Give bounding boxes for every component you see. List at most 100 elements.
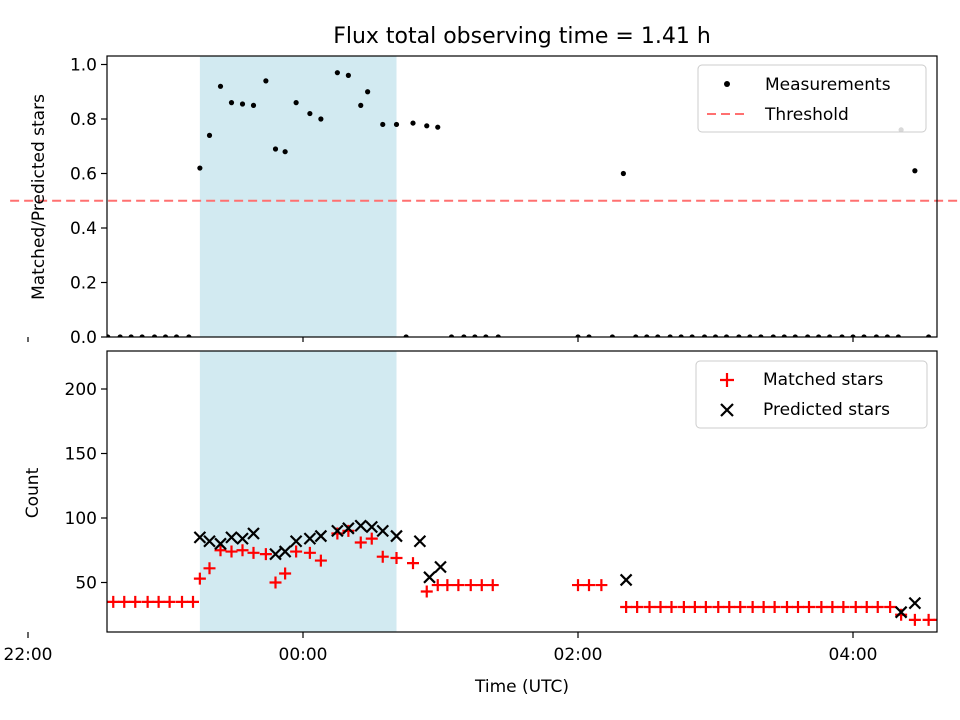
predicted-star-point <box>203 534 216 548</box>
measurement-point <box>250 102 257 108</box>
matched-star-point <box>107 595 120 608</box>
predicted-star-point <box>236 532 249 545</box>
matched-star-point <box>815 601 828 614</box>
measurement-point <box>293 100 299 106</box>
predicted-star-point <box>423 571 436 584</box>
bottom-y-axis-label: Count <box>23 467 43 518</box>
measurement-point <box>448 334 455 337</box>
measurement-point <box>345 72 351 78</box>
predicted-star-point <box>390 529 403 543</box>
measurement-point <box>424 123 430 129</box>
matched-star-point <box>631 601 644 614</box>
matched-star-point <box>908 613 921 626</box>
predicted-star-point <box>225 531 238 544</box>
matched-star-point <box>420 585 433 598</box>
measurement-point <box>912 168 918 174</box>
matched-star-point <box>572 579 584 592</box>
measurement-point <box>781 334 787 337</box>
measurement-point <box>151 334 158 337</box>
x-axis-label: Time (UTC) <box>474 677 569 697</box>
measurement-point <box>667 334 673 337</box>
matched-star-point <box>475 579 488 592</box>
measurement-point <box>410 120 416 126</box>
matched-star-point <box>95 596 107 608</box>
measurement-point <box>239 101 246 107</box>
predicted-star-point <box>331 524 344 538</box>
bottom-legend: Matched stars Predicted stars <box>695 360 928 429</box>
measurement-point <box>816 334 822 337</box>
measurement-point <box>633 334 639 337</box>
predicted-star-point <box>619 573 633 587</box>
measurement-point <box>173 334 180 337</box>
matched-star-point <box>365 532 378 545</box>
top-y-tick-label: 0.4 <box>70 219 97 239</box>
top-y-tick-label: 0.0 <box>70 328 97 348</box>
matched-star-point <box>441 579 454 592</box>
matched-star-point <box>849 601 862 614</box>
matched-star-point <box>163 595 176 608</box>
measurement-point <box>609 334 615 337</box>
bottom-y-tick-label: 100 <box>65 509 97 529</box>
measurement-point <box>949 334 954 339</box>
matched-star-point <box>860 601 873 614</box>
measurement-point <box>403 334 409 337</box>
top-axes-frame <box>106 55 938 338</box>
matched-star-point <box>699 601 712 614</box>
predicted-star-point <box>365 520 379 534</box>
predicted-star-point <box>354 519 368 533</box>
observing-window-shade-bottom <box>199 351 397 632</box>
measurement-point <box>307 110 313 117</box>
measurement-point <box>217 83 224 89</box>
measurement-point <box>701 334 708 337</box>
measurement-point <box>861 334 867 337</box>
chart-title: Flux total observing time = 1.41 h <box>333 24 711 49</box>
measurement-point <box>128 334 134 337</box>
x-tick-label: 00:00 <box>279 645 328 665</box>
top-y-tick-label: 1.0 <box>70 56 97 76</box>
matched-star-point <box>803 601 815 614</box>
matched-star-point <box>757 601 770 614</box>
measurement-point <box>884 334 890 337</box>
measurement-point <box>2 334 7 339</box>
measurement-point <box>228 100 235 106</box>
measurement-point <box>575 334 581 337</box>
top-y-tick-label: 0.8 <box>70 110 97 130</box>
bottom-y-tick-label: 200 <box>65 380 97 400</box>
measurement-point <box>937 334 942 339</box>
matched-star-point <box>871 601 884 614</box>
predicted-star-point <box>314 529 328 543</box>
matched-star-point <box>354 536 367 549</box>
measurement-point <box>770 334 776 337</box>
matched-star-point <box>187 595 199 608</box>
ratio-panel: 0.0 0.2 0.4 0.6 0.8 1.0 Matched/Predicted sta… <box>2 55 960 348</box>
top-legend: Measurements Threshold <box>697 64 927 133</box>
matched-star-point <box>407 557 419 570</box>
measurement-point <box>873 334 879 337</box>
measurement-point <box>39 334 44 339</box>
bottom-y-tick-label: 150 <box>65 445 97 465</box>
predicted-star-point <box>342 522 355 535</box>
matched-star-point <box>464 579 477 592</box>
legend-matched-label: Matched stars <box>763 370 883 390</box>
matched-star-point <box>665 601 678 614</box>
measurement-point <box>14 334 19 339</box>
measurement-point <box>393 121 400 128</box>
matched-star-point <box>746 601 759 614</box>
predicted-star-point <box>214 537 227 551</box>
measurement-point <box>334 70 340 76</box>
matched-star-point <box>677 601 690 614</box>
matched-star-point <box>712 601 725 614</box>
matched-star-point <box>933 618 937 622</box>
x-tick-label: 22:00 <box>4 645 53 665</box>
matched-star-point <box>895 608 908 621</box>
measurement-point <box>186 334 192 337</box>
measurement-point <box>358 102 364 108</box>
x-tick-label: 02:00 <box>554 645 603 665</box>
measurement-point <box>318 116 324 122</box>
measurement-point <box>263 78 269 84</box>
predicted-star-point <box>413 534 427 548</box>
predicted-star-point <box>289 534 303 548</box>
matched-star-point <box>33 356 45 368</box>
predicted-star-point <box>193 531 207 544</box>
observing-window-shade-top <box>199 56 397 337</box>
